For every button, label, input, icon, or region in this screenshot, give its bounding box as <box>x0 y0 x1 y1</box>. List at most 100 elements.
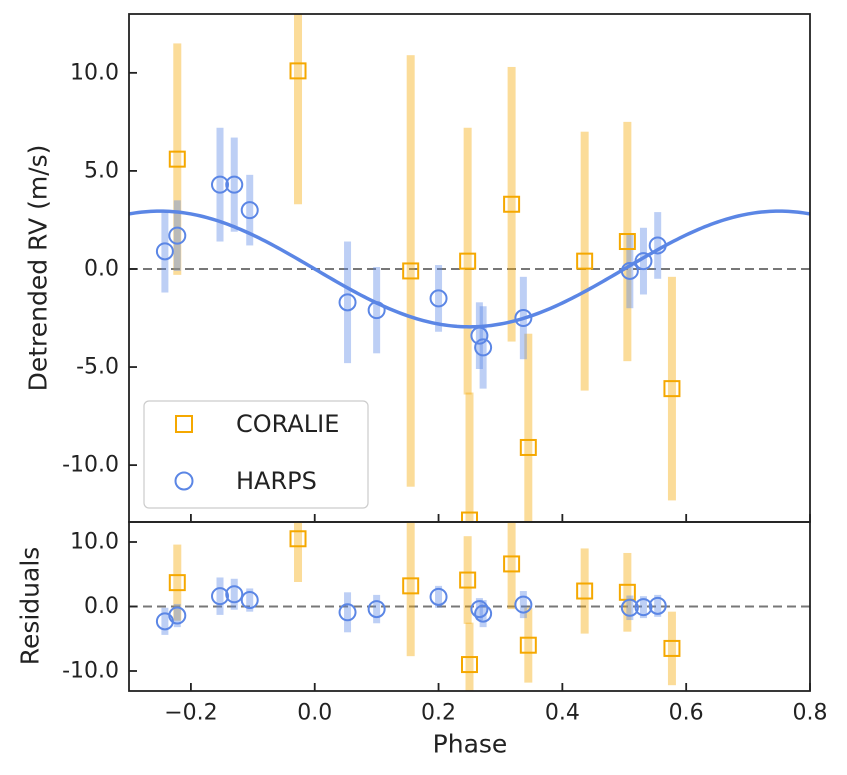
residuals-harps-point <box>429 587 448 606</box>
residuals-harps-point <box>338 603 357 622</box>
main-harps-errorbar <box>216 127 224 242</box>
residuals-coralie-errorbar <box>580 548 589 634</box>
residuals-harps-errorbar <box>654 594 662 617</box>
x-tick-label: −0.2 <box>164 701 217 726</box>
x-tick-label: 0.8 <box>793 701 828 726</box>
x-tick-label: 0.2 <box>421 701 456 726</box>
main-coralie-errorbar <box>465 392 474 522</box>
x-tick-label: 0.0 <box>297 701 332 726</box>
residuals-coralie-point <box>663 639 681 657</box>
residual-ylabel: Residuals <box>16 547 45 666</box>
main-coralie-errorbar <box>580 131 589 391</box>
main-coralie-errorbar <box>507 66 516 342</box>
main-ytick-label: 0.0 <box>84 256 119 281</box>
residuals-harps-point <box>514 595 533 614</box>
main-coralie-errorbar <box>463 127 472 395</box>
residuals-harps-errorbar <box>519 591 527 619</box>
residuals-harps-point <box>240 591 259 610</box>
main-panel: 10.0 5.0 0.0 -5.0 -10.0 Detrended RV (m/s) C… <box>24 13 811 523</box>
residuals-harps-errorbar <box>344 592 352 633</box>
legend: CORALIE HARPS <box>143 400 369 509</box>
main-harps-point <box>155 242 174 261</box>
main-ytick-label: -5.0 <box>76 355 119 380</box>
main-coralie-point <box>618 233 636 251</box>
x-axis-label: Phase <box>433 730 508 759</box>
residuals-harps-point <box>225 585 244 604</box>
main-coralie-errorbar <box>294 14 303 205</box>
residuals-coralie-errorbar <box>524 607 533 683</box>
legend-harps-label: HARPS <box>236 467 317 495</box>
residuals-coralie-errorbar <box>294 522 303 582</box>
residuals-harps-errorbar <box>475 598 483 621</box>
residuals-harps-point <box>211 587 230 606</box>
residuals-harps-errorbar <box>246 588 254 612</box>
main-coralie-errorbar <box>524 333 533 522</box>
legend-coralie-label: CORALIE <box>236 410 339 438</box>
main-harps-errorbar <box>173 200 181 271</box>
residuals-harps-point <box>634 598 653 617</box>
legend-coralie-icon <box>175 415 193 433</box>
residuals-harps-point <box>648 596 667 615</box>
residuals-coralie-errorbar <box>507 522 516 610</box>
main-coralie-point <box>289 62 307 80</box>
residuals-harps-errorbar <box>216 577 224 615</box>
main-coralie-point <box>663 380 681 398</box>
residual-markers <box>155 530 681 674</box>
residual-errorbars <box>161 522 676 691</box>
residuals-harps-errorbar <box>373 594 381 624</box>
main-harps-errorbar <box>435 265 443 332</box>
main-errorbars <box>161 14 676 522</box>
residuals-harps-point <box>620 598 639 617</box>
residuals-coralie-errorbar <box>406 522 415 657</box>
main-harps-point <box>470 326 489 345</box>
main-coralie-point <box>519 438 537 456</box>
main-coralie-point <box>402 262 420 280</box>
legend-box <box>143 400 369 509</box>
main-harps-point <box>648 236 667 255</box>
residuals-harps-point <box>474 604 493 623</box>
residuals-coralie-point <box>459 571 477 589</box>
model-curve <box>129 209 810 329</box>
main-ytick-label: 5.0 <box>84 158 119 183</box>
main-harps-errorbar <box>161 210 169 293</box>
main-harps-point <box>474 338 493 357</box>
x-tick-label: 0.6 <box>669 701 704 726</box>
main-harps-point <box>211 175 230 194</box>
main-harps-errorbar <box>475 302 483 370</box>
legend-harps-icon <box>174 471 194 491</box>
residuals-harps-errorbar <box>435 585 443 608</box>
main-harps-errorbar <box>246 174 254 246</box>
main-ytick-label: 10.0 <box>70 60 119 85</box>
residual-panel: 10.0 0.0 -10.0 Residuals <box>16 521 811 692</box>
main-markers <box>155 62 681 522</box>
residuals-coralie-errorbar <box>463 536 472 624</box>
main-harps-errorbar <box>479 306 487 389</box>
residuals-harps-errorbar <box>173 603 181 628</box>
main-ytick-label: -10.0 <box>62 453 119 478</box>
residuals-ytick-label: 10.0 <box>70 529 119 554</box>
main-coralie-point <box>459 252 477 270</box>
main-harps-errorbar <box>344 241 352 364</box>
residuals-coralie-point <box>289 530 307 548</box>
residuals-coralie-errorbar <box>623 552 632 632</box>
main-harps-point <box>367 301 386 320</box>
residuals-harps-point <box>168 606 187 625</box>
residuals-harps-errorbar <box>161 607 169 635</box>
main-coralie-point <box>576 252 594 270</box>
residuals-harps-errorbar <box>626 595 634 621</box>
residuals-coralie-point <box>519 636 537 654</box>
x-tick-label: 0.4 <box>545 701 580 726</box>
main-harps-point <box>514 309 533 328</box>
residuals-coralie-point <box>503 555 521 573</box>
residuals-coralie-point <box>168 574 186 592</box>
residuals-harps-errorbar <box>639 596 647 619</box>
main-coralie-point <box>503 195 521 213</box>
main-coralie-point <box>461 511 478 522</box>
main-ylabel: Detrended RV (m/s) <box>24 145 53 392</box>
residuals-coralie-point <box>576 582 594 600</box>
main-coralie-point <box>168 150 186 168</box>
main-harps-point <box>429 289 448 308</box>
main-coralie-errorbar <box>406 55 415 487</box>
residuals-coralie-errorbar <box>173 544 182 621</box>
